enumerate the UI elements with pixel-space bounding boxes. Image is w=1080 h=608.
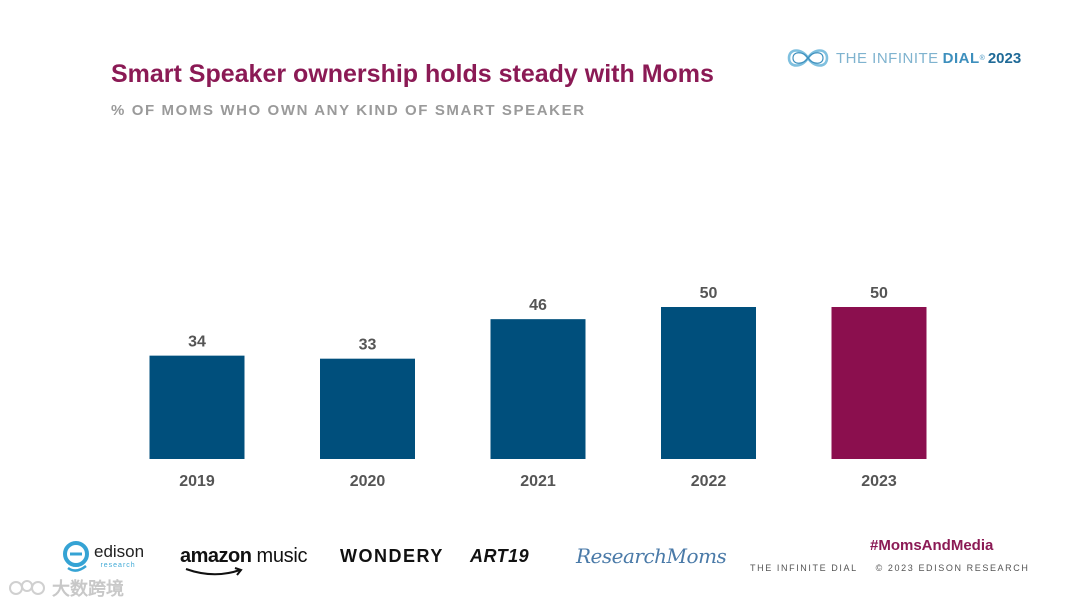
bar-2021 <box>490 319 586 459</box>
watermark-icon <box>9 580 45 595</box>
page-title: Smart Speaker ownership holds steady wit… <box>111 60 714 88</box>
music-word: music <box>256 544 308 567</box>
footer-note-left: THE INFINITE DIAL <box>750 563 858 573</box>
edison-globe-icon <box>63 541 89 572</box>
wondery-word: WONDERY <box>340 545 444 566</box>
brand-year: 2023 <box>987 49 1022 67</box>
data-label-2019: 34 <box>188 334 206 351</box>
research-moms-logo: ResearchMoms <box>576 534 727 578</box>
wondery-logo: WONDERY <box>340 534 444 578</box>
bar-2020 <box>320 358 415 459</box>
edison-logo: edison research <box>62 534 144 578</box>
amazon-smile-icon <box>185 566 243 576</box>
edison-sub: research <box>100 562 136 569</box>
data-label-2022: 50 <box>700 285 718 302</box>
art19-word: ART19 <box>470 545 530 566</box>
x-tick-2021: 2021 <box>520 473 556 490</box>
x-tick-2022: 2022 <box>691 473 727 490</box>
art19-logo: ART19 <box>470 534 529 578</box>
chart-subtitle: % OF MOMS WHO OWN ANY KIND OF SMART SPEA… <box>111 102 586 119</box>
brand-dial: DIAL <box>942 49 980 67</box>
x-tick-2020: 2020 <box>350 473 386 490</box>
watermark-text: 大数跨境 <box>52 579 124 599</box>
infinite-dial-brand: THE INFINITE DIAL ® 2023 <box>786 44 1021 72</box>
data-label-2020: 33 <box>359 337 377 354</box>
amazon-music-logo: amazon music <box>180 534 308 578</box>
hashtag: #MomsAndMedia <box>870 537 994 554</box>
footer-note: THE INFINITE DIAL © 2023 EDISON RESEARCH <box>750 563 1029 573</box>
x-tick-2019: 2019 <box>179 473 215 490</box>
brand-registered: ® <box>979 54 985 62</box>
watermark: 大数跨境 <box>8 576 124 600</box>
bar-2022 <box>661 307 756 459</box>
data-label-2021: 46 <box>529 297 547 314</box>
amazon-word: amazon <box>180 544 252 567</box>
brand-prefix: THE INFINITE <box>836 49 939 67</box>
bar-2019 <box>149 355 245 459</box>
x-tick-2023: 2023 <box>861 473 897 490</box>
data-label-2023: 50 <box>870 285 888 302</box>
bar-2023 <box>831 307 927 459</box>
footer-copyright: © 2023 EDISON RESEARCH <box>875 563 1030 573</box>
edison-name: edison <box>94 542 145 561</box>
infinity-logo-icon <box>787 49 829 67</box>
research-moms-word: ResearchMoms <box>576 544 727 568</box>
